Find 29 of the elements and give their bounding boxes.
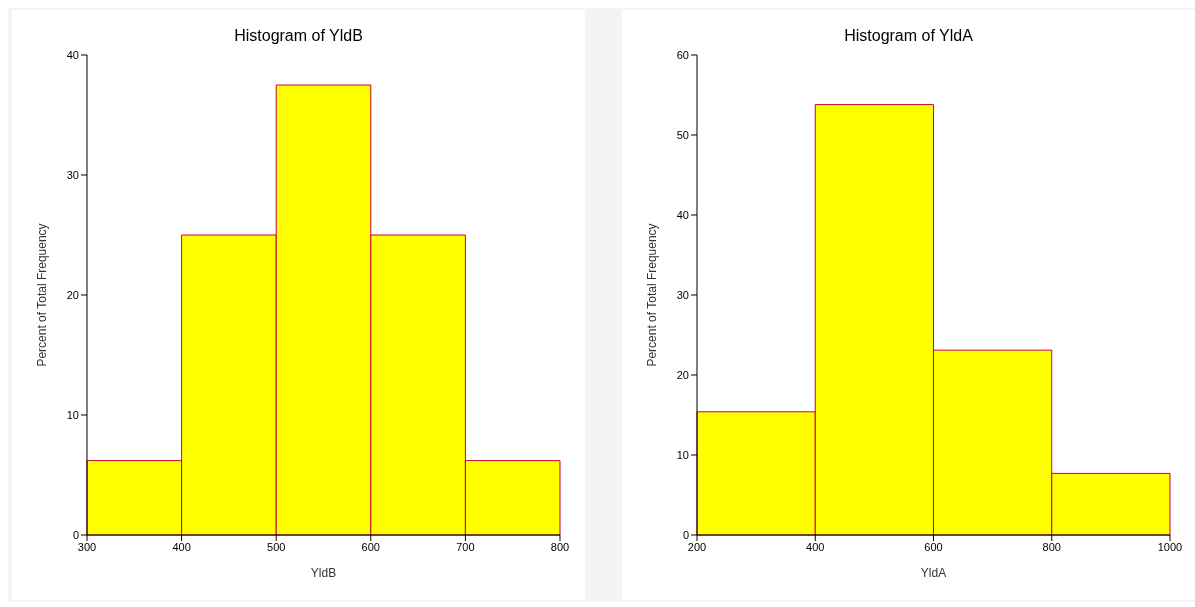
x-axis-title: YldA bbox=[920, 566, 947, 580]
y-tick-label: 30 bbox=[66, 168, 79, 181]
x-tick-label: 200 bbox=[687, 540, 707, 553]
y-tick-label: 0 bbox=[682, 528, 689, 541]
x-tick-label: 400 bbox=[806, 540, 825, 553]
y-tick-label: 40 bbox=[66, 48, 79, 61]
y-axis-title: Percent of Total Frequency bbox=[35, 223, 50, 367]
x-tick-label: 500 bbox=[267, 540, 286, 553]
x-axis-title: YldB bbox=[310, 566, 337, 580]
x-tick-label: 400 bbox=[172, 540, 191, 553]
y-tick-label: 20 bbox=[676, 368, 689, 381]
chart-title: Histogram of YldB bbox=[233, 27, 364, 45]
y-tick-label: 40 bbox=[676, 208, 689, 221]
x-tick-label: 1000 bbox=[1157, 540, 1183, 553]
y-tick-label: 0 bbox=[72, 528, 79, 541]
y-tick-label: 30 bbox=[676, 288, 689, 301]
x-tick-label: 800 bbox=[1042, 540, 1061, 553]
chart-title: Histogram of YldA bbox=[843, 27, 974, 45]
x-tick-label: 300 bbox=[77, 540, 97, 553]
y-tick-label: 50 bbox=[676, 128, 689, 141]
y-tick-label: 10 bbox=[66, 408, 79, 421]
x-tick-label: 700 bbox=[456, 540, 475, 553]
y-tick-label: 60 bbox=[676, 48, 689, 61]
x-tick-label: 600 bbox=[361, 540, 380, 553]
x-tick-label: 600 bbox=[924, 540, 943, 553]
y-tick-label: 20 bbox=[66, 288, 79, 301]
x-tick-label: 800 bbox=[550, 540, 570, 553]
y-axis-title: Percent of Total Frequency bbox=[645, 223, 660, 367]
y-tick-label: 10 bbox=[676, 448, 689, 461]
